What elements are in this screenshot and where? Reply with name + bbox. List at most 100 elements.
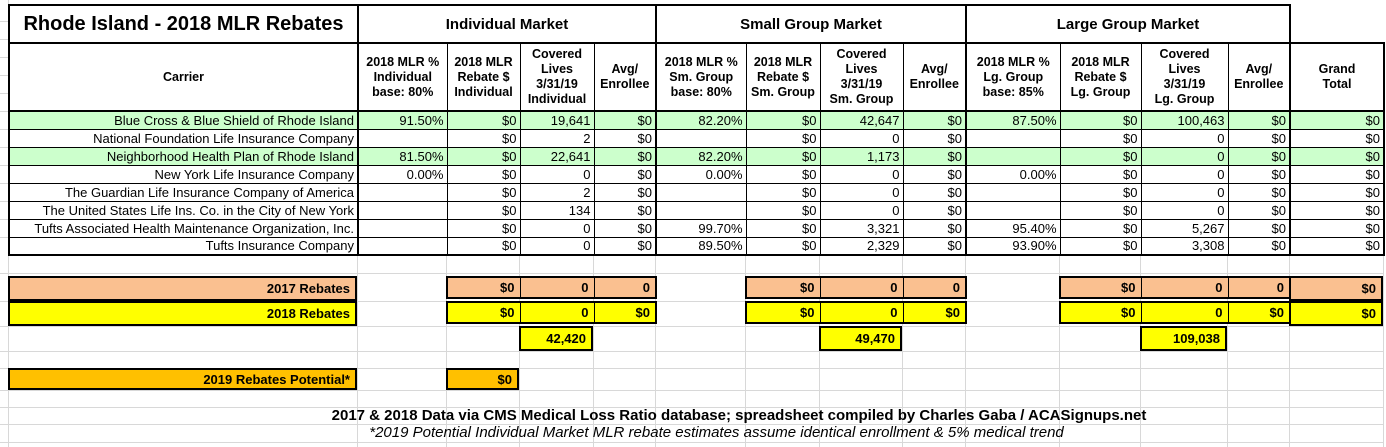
carrier-cell[interactable]: Tufts Insurance Company: [8, 236, 359, 256]
value-cell[interactable]: $0: [1227, 164, 1291, 184]
value-cell[interactable]: 0: [819, 128, 904, 148]
col-header-lg-avg-enrollee[interactable]: Avg/ Enrollee: [1227, 42, 1291, 112]
value-cell[interactable]: $0: [593, 164, 657, 184]
value-cell[interactable]: 82.20%: [655, 110, 747, 130]
col-header-lg-covered-lives[interactable]: Covered Lives 3/31/19 Lg. Group: [1140, 42, 1229, 112]
value-cell[interactable]: 19,641: [519, 110, 595, 130]
value-cell[interactable]: $0: [1227, 182, 1291, 202]
value-cell[interactable]: $0: [1227, 301, 1291, 324]
value-cell[interactable]: [655, 182, 747, 202]
value-cell[interactable]: 0: [593, 276, 657, 299]
value-cell[interactable]: $0: [593, 218, 657, 238]
value-cell[interactable]: 0: [1140, 301, 1229, 324]
value-cell[interactable]: $0: [446, 164, 521, 184]
value-cell[interactable]: $0: [1227, 236, 1291, 256]
carrier-cell[interactable]: New York Life Insurance Company: [8, 164, 359, 184]
value-cell[interactable]: 0: [1140, 146, 1229, 166]
value-cell[interactable]: $0: [446, 182, 521, 202]
value-cell[interactable]: [357, 218, 448, 238]
value-cell[interactable]: 81.50%: [357, 146, 448, 166]
rebates-2018-grand-total[interactable]: $0: [1289, 301, 1383, 326]
value-cell[interactable]: $0: [1059, 182, 1142, 202]
value-cell[interactable]: 89.50%: [655, 236, 747, 256]
value-cell[interactable]: 0: [1140, 164, 1229, 184]
col-header-ind-avg-enrollee[interactable]: Avg/ Enrollee: [593, 42, 657, 112]
value-cell[interactable]: $0: [1059, 200, 1142, 220]
value-cell[interactable]: 3,308: [1140, 236, 1229, 256]
value-cell[interactable]: [357, 128, 448, 148]
value-cell[interactable]: 0: [1140, 200, 1229, 220]
value-cell[interactable]: 2: [519, 128, 595, 148]
col-header-ind-mlr[interactable]: 2018 MLR % Individual base: 80%: [357, 42, 448, 112]
value-cell[interactable]: $0: [1289, 200, 1385, 220]
value-cell[interactable]: $0: [745, 146, 821, 166]
value-cell[interactable]: 0: [1140, 128, 1229, 148]
value-cell[interactable]: 87.50%: [965, 110, 1061, 130]
value-cell[interactable]: $0: [745, 236, 821, 256]
value-cell[interactable]: $0: [593, 182, 657, 202]
value-cell[interactable]: $0: [1289, 110, 1385, 130]
value-cell[interactable]: $0: [1289, 164, 1385, 184]
value-cell[interactable]: $0: [1289, 146, 1385, 166]
market-header-individual[interactable]: Individual Market: [357, 4, 657, 44]
col-header-lg-mlr[interactable]: 2018 MLR % Lg. Group base: 85%: [965, 42, 1061, 112]
value-cell[interactable]: $0: [1059, 110, 1142, 130]
value-cell[interactable]: 0: [1227, 276, 1291, 299]
value-cell[interactable]: 0: [1140, 276, 1229, 299]
covered-lives-total-individual[interactable]: 42,420: [519, 326, 593, 351]
carrier-cell[interactable]: Neighborhood Health Plan of Rhode Island: [8, 146, 359, 166]
value-cell[interactable]: $0: [593, 128, 657, 148]
value-cell[interactable]: $0: [1227, 128, 1291, 148]
value-cell[interactable]: $0: [1289, 128, 1385, 148]
value-cell[interactable]: 0.00%: [655, 164, 747, 184]
col-header-ind-covered-lives[interactable]: Covered Lives 3/31/19 Individual: [519, 42, 595, 112]
value-cell[interactable]: 2: [519, 182, 595, 202]
carrier-cell[interactable]: Blue Cross & Blue Shield of Rhode Island: [8, 110, 359, 130]
value-cell[interactable]: $0: [446, 276, 521, 299]
value-cell[interactable]: $0: [745, 182, 821, 202]
value-cell[interactable]: 2,329: [819, 236, 904, 256]
rebates-2018-label[interactable]: 2018 Rebates: [8, 301, 357, 326]
rebates-2017-label[interactable]: 2017 Rebates: [8, 276, 357, 301]
value-cell[interactable]: $0: [446, 218, 521, 238]
value-cell[interactable]: $0: [1227, 218, 1291, 238]
value-cell[interactable]: [655, 128, 747, 148]
value-cell[interactable]: 0: [519, 218, 595, 238]
value-cell[interactable]: 0: [819, 200, 904, 220]
value-cell[interactable]: 99.70%: [655, 218, 747, 238]
value-cell[interactable]: 3,321: [819, 218, 904, 238]
value-cell[interactable]: [357, 182, 448, 202]
col-header-sg-rebate[interactable]: 2018 MLR Rebate $ Sm. Group: [745, 42, 821, 112]
value-cell[interactable]: $0: [902, 128, 967, 148]
rebates-2019-potential-value[interactable]: $0: [446, 368, 519, 390]
value-cell[interactable]: $0: [593, 110, 657, 130]
value-cell[interactable]: $0: [745, 128, 821, 148]
value-cell[interactable]: [357, 236, 448, 256]
value-cell[interactable]: 0: [819, 182, 904, 202]
value-cell[interactable]: [965, 146, 1061, 166]
value-cell[interactable]: $0: [745, 301, 821, 324]
value-cell[interactable]: 1,173: [819, 146, 904, 166]
col-header-carrier[interactable]: Carrier: [8, 42, 359, 112]
col-header-sg-avg-enrollee[interactable]: Avg/ Enrollee: [902, 42, 967, 112]
value-cell[interactable]: [965, 200, 1061, 220]
value-cell[interactable]: $0: [1227, 110, 1291, 130]
value-cell[interactable]: $0: [446, 200, 521, 220]
carrier-cell[interactable]: National Foundation Life Insurance Compa…: [8, 128, 359, 148]
value-cell[interactable]: $0: [446, 110, 521, 130]
value-cell[interactable]: 0: [519, 301, 595, 324]
value-cell[interactable]: 0: [819, 276, 904, 299]
value-cell[interactable]: 91.50%: [357, 110, 448, 130]
value-cell[interactable]: $0: [593, 200, 657, 220]
value-cell[interactable]: $0: [745, 218, 821, 238]
value-cell[interactable]: $0: [593, 236, 657, 256]
value-cell[interactable]: $0: [1289, 236, 1385, 256]
footer-footnote[interactable]: *2019 Potential Individual Market MLR re…: [369, 424, 1064, 441]
value-cell[interactable]: $0: [1059, 218, 1142, 238]
value-cell[interactable]: $0: [745, 164, 821, 184]
value-cell[interactable]: 5,267: [1140, 218, 1229, 238]
value-cell[interactable]: 0: [902, 276, 967, 299]
value-cell[interactable]: $0: [1227, 200, 1291, 220]
covered-lives-total-large-group[interactable]: 109,038: [1140, 326, 1227, 351]
rebates-2019-potential-label[interactable]: 2019 Rebates Potential*: [8, 368, 357, 390]
